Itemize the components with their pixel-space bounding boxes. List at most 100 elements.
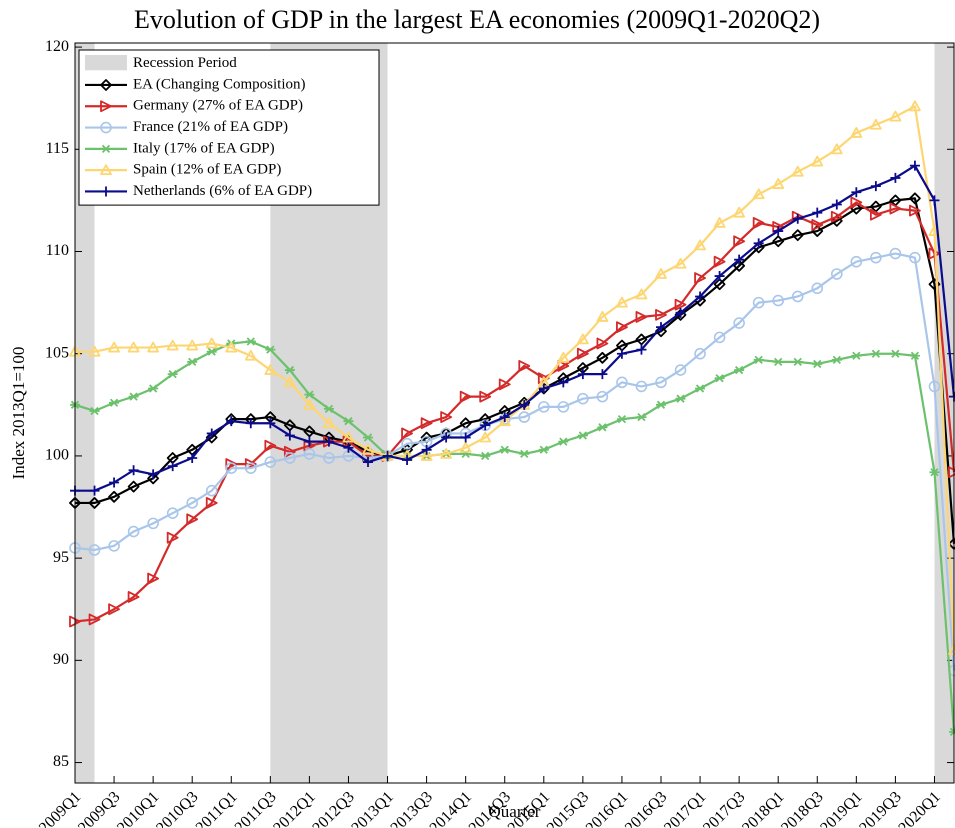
series-marker: [890, 172, 901, 183]
series-marker: [303, 398, 316, 410]
series-line: [74, 201, 955, 623]
series-marker: [792, 213, 803, 224]
series-marker: [441, 432, 452, 443]
series-marker: [147, 517, 159, 530]
series-marker: [519, 399, 530, 410]
y-tick-label: 90: [53, 651, 69, 668]
series-marker: [596, 390, 609, 403]
series-marker: [244, 458, 257, 471]
axes-box: [74, 42, 955, 784]
series-marker: [166, 339, 179, 351]
legend-marker: [100, 100, 112, 113]
series-marker: [850, 127, 863, 138]
series-marker: [420, 417, 433, 430]
series-marker: [791, 229, 804, 242]
series-marker: [616, 296, 628, 308]
series-marker: [635, 333, 648, 346]
series-line: [75, 105, 955, 651]
series-marker: [734, 365, 745, 375]
series-marker: [635, 311, 648, 323]
series-marker: [889, 202, 902, 215]
series-marker: [557, 401, 570, 413]
series-marker: [109, 398, 120, 407]
legend-label: Italy (17% of EA GDP): [133, 140, 275, 156]
series-marker: [265, 345, 276, 354]
x-tick-label: 2020Q1: [895, 788, 943, 828]
series-marker: [695, 384, 706, 393]
y-tick-label: 95: [53, 549, 69, 566]
series-marker: [830, 143, 843, 155]
series-marker: [713, 255, 726, 268]
series-marker: [928, 380, 941, 393]
series-marker: [831, 355, 842, 364]
series-marker: [714, 271, 725, 282]
series-marker: [245, 337, 256, 346]
legend-label: France (21% of EA GDP): [133, 119, 288, 135]
series-marker: [636, 344, 647, 355]
series-marker: [363, 457, 373, 468]
x-axis-label: Quarter: [489, 802, 541, 821]
series-marker: [226, 416, 237, 427]
chart-title: Evolution of GDP in the largest EA econo…: [134, 5, 820, 34]
series-marker: [401, 437, 413, 450]
series-marker: [812, 207, 823, 218]
series-marker: [656, 322, 666, 333]
series-marker: [264, 364, 277, 375]
series-marker: [890, 349, 901, 358]
series-marker: [128, 392, 139, 401]
series-marker: [616, 321, 628, 334]
series-marker: [480, 420, 491, 431]
y-tick-label: 85: [53, 753, 69, 770]
series-marker: [499, 445, 510, 454]
series-line: [75, 164, 955, 492]
series-marker: [304, 390, 315, 399]
y-tick-label: 110: [46, 242, 69, 259]
legend-label: Spain (12% of EA GDP): [133, 162, 281, 178]
series-marker: [811, 282, 824, 295]
series-marker: [283, 376, 296, 388]
series-marker: [870, 349, 881, 358]
series-marker: [753, 355, 764, 364]
series-marker: [635, 380, 648, 393]
series-marker: [323, 436, 334, 447]
series-marker: [108, 540, 120, 552]
series-marker: [127, 480, 140, 493]
series-marker: [577, 392, 589, 405]
series-marker: [187, 452, 198, 463]
series-marker: [538, 445, 549, 454]
series-marker: [518, 360, 531, 372]
y-tick-label: 100: [45, 447, 69, 464]
series-marker: [245, 418, 256, 429]
series-marker: [596, 337, 609, 350]
y-tick-label: 120: [45, 38, 69, 55]
y-tick-label: 105: [45, 344, 69, 361]
series-marker: [343, 417, 354, 426]
series-marker: [675, 394, 686, 403]
legend-label: Recession Period: [133, 55, 237, 71]
series-marker: [537, 401, 550, 413]
series-marker: [109, 477, 120, 488]
series-marker: [773, 226, 784, 237]
series-marker: [225, 462, 238, 474]
series-marker: [772, 294, 785, 307]
series-marker: [264, 439, 277, 452]
series-marker: [362, 443, 374, 455]
series-marker: [655, 308, 667, 321]
series-marker: [283, 419, 296, 432]
series-marker: [655, 268, 667, 279]
series-marker: [342, 431, 355, 443]
legend-swatch: [85, 55, 127, 71]
legend-marker: [100, 164, 112, 176]
series-marker: [519, 449, 530, 459]
series-marker: [206, 428, 217, 439]
series-marker: [655, 376, 667, 389]
series-marker: [870, 181, 881, 192]
series-marker: [909, 192, 921, 205]
series-marker: [772, 178, 785, 189]
series-marker: [264, 456, 277, 468]
series-marker: [558, 377, 569, 388]
series-marker: [714, 374, 725, 383]
legend-marker: [101, 186, 111, 197]
series-marker: [597, 423, 608, 432]
series-marker: [558, 437, 569, 446]
